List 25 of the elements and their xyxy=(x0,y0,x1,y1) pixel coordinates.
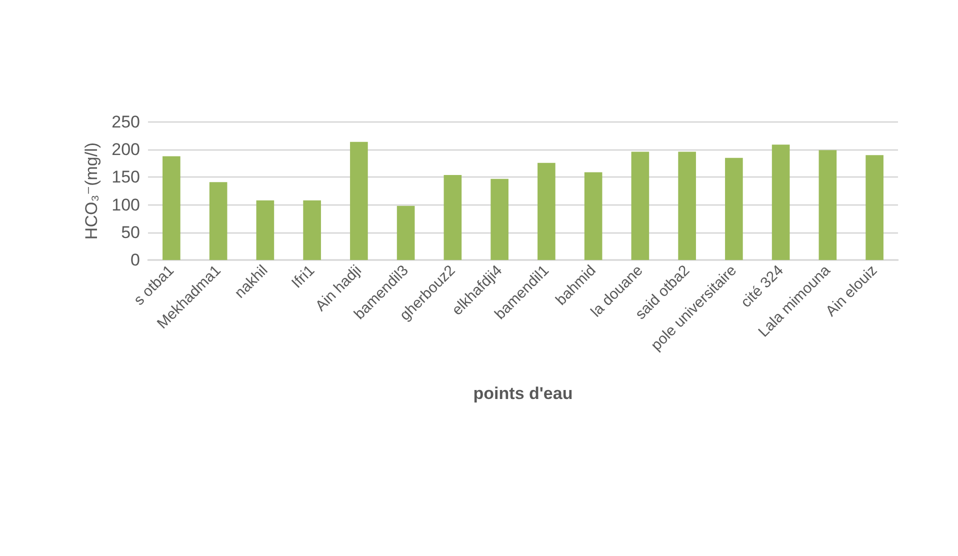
y-tick-label: 50 xyxy=(121,222,140,242)
bar xyxy=(725,158,743,260)
bar xyxy=(538,162,556,260)
bar xyxy=(490,178,508,260)
x-tick-label: Ifri1 xyxy=(288,262,318,292)
bar xyxy=(678,152,696,260)
bar xyxy=(818,150,837,260)
y-axis-title: HCO₃⁻(mg/l) xyxy=(82,142,101,240)
bar xyxy=(631,152,650,260)
bar xyxy=(866,155,884,260)
bar xyxy=(350,142,368,260)
y-tick-label: 150 xyxy=(112,168,140,187)
y-tick-label: 0 xyxy=(130,250,140,270)
bar xyxy=(772,144,790,260)
bar xyxy=(396,206,415,260)
bar xyxy=(256,200,274,260)
bar xyxy=(303,200,321,260)
y-tick-label: 200 xyxy=(112,140,140,160)
bar xyxy=(162,156,180,260)
bar xyxy=(444,174,462,260)
y-tick-label: 250 xyxy=(112,112,140,132)
x-axis-title: points d'eau xyxy=(473,384,573,403)
y-tick-label: 100 xyxy=(112,195,140,214)
bar xyxy=(584,172,602,260)
bar xyxy=(209,182,228,260)
